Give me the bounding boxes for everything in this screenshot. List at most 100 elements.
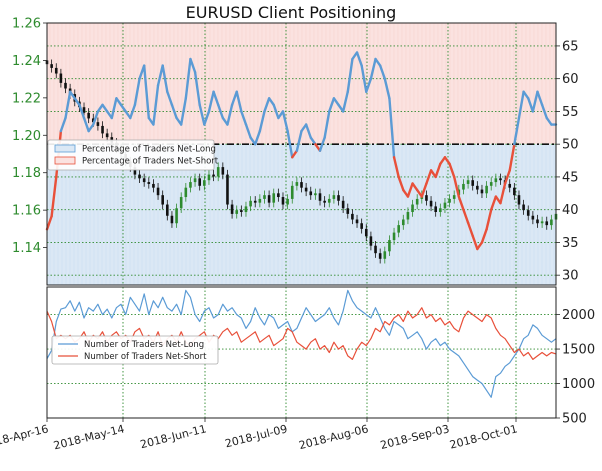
percent-net-long-segment: [142, 64, 151, 120]
candle-body: [346, 208, 350, 214]
candle-body: [207, 174, 211, 181]
candle-body: [54, 67, 58, 74]
percent-net-long-segment: [480, 228, 488, 244]
percent-net-long-segment: [189, 57, 197, 74]
candle-body: [341, 200, 345, 209]
percent-tick-label: 45: [562, 170, 579, 185]
percent-net-long-segment: [50, 175, 58, 218]
percent-net-long-segment: [152, 84, 160, 126]
percent-net-long-segment: [522, 90, 530, 100]
percent-net-long-segment: [355, 51, 363, 67]
candle-body: [267, 195, 271, 203]
candle-body: [258, 198, 262, 203]
candle-body: [360, 223, 363, 229]
candle-body: [230, 204, 234, 214]
percent-net-long-segment: [360, 64, 368, 93]
percent-net-long-segment: [485, 208, 493, 231]
percent-tick-label: 60: [562, 72, 579, 87]
legend-box: [47, 139, 215, 171]
percent-net-long-segment: [513, 116, 521, 146]
percent-net-long-segment: [388, 97, 396, 159]
candle-body: [300, 182, 303, 188]
percent-net-long-segment: [82, 116, 90, 133]
percent-net-long-segment: [323, 110, 331, 139]
date-axis-ticks: 2018-Apr-16 2018-May-14 2018-Jun-11 2018-Ju…: [0, 418, 519, 452]
candle-body: [480, 189, 484, 194]
percent-net-long-segment: [96, 103, 104, 113]
candle-body: [392, 232, 396, 241]
candle-body: [105, 133, 109, 138]
percent-net-long-segment: [383, 77, 391, 100]
candle-body: [286, 198, 289, 205]
date-tick-label: 2018-Sep-03: [379, 422, 451, 452]
candle-body: [314, 193, 317, 196]
percent-net-long-segment: [78, 103, 86, 120]
percent-net-long-segment: [281, 110, 289, 133]
percent-net-long-segment: [184, 57, 192, 100]
legend-label-net-long: Percentage of Traders Net-Long: [82, 145, 216, 155]
candle-body: [522, 204, 525, 211]
percent-net-long-segment: [115, 97, 123, 107]
count-tick-label: 1500: [562, 343, 595, 358]
percent-tick-label: 50: [562, 138, 579, 153]
percent-net-long-segment: [328, 97, 336, 113]
percent-net-long-segment: [161, 64, 169, 93]
percent-net-long-segment: [341, 90, 349, 113]
percent-net-long-segment: [217, 103, 225, 120]
candle-body: [499, 178, 502, 181]
candle-body: [369, 236, 373, 246]
candle-body: [216, 167, 220, 177]
candle-body: [374, 245, 377, 254]
candle-body: [364, 228, 368, 237]
candle-body: [309, 191, 313, 196]
percent-net-long-segment: [258, 110, 266, 133]
candle-body: [443, 202, 447, 209]
percent-net-long-segment: [476, 241, 484, 251]
percent-net-long-segment: [68, 90, 76, 100]
candle-body: [323, 200, 326, 203]
candle-body: [212, 174, 215, 177]
candle-body: [240, 210, 243, 213]
candle-body: [203, 180, 206, 186]
candle-body: [244, 206, 248, 213]
bottom-grid: [47, 287, 556, 419]
percent-net-long-segment: [318, 136, 326, 152]
legend-label-net-short-count: Number of Traders Net-Short: [84, 352, 207, 362]
candle-body: [429, 200, 433, 207]
percent-tick-label: 30: [562, 269, 579, 284]
candle-body: [513, 187, 516, 196]
price-tick-label: 1.16: [12, 204, 41, 219]
percent-net-long-segment: [295, 129, 303, 152]
candle-body: [184, 187, 188, 198]
percent-net-long-segment: [369, 57, 377, 80]
candle-body: [272, 193, 276, 203]
percent-net-long-segment: [462, 208, 470, 224]
percent-net-long-segment: [267, 97, 275, 107]
count-tick-label: 1000: [562, 377, 595, 392]
candle-body: [355, 219, 359, 224]
candle-body: [277, 193, 280, 198]
candle-body: [161, 195, 164, 205]
candle-body: [147, 182, 151, 184]
percent-net-long-segment: [212, 90, 220, 107]
percent-net-long-segment: [453, 175, 461, 198]
percent-net-long-segment: [457, 195, 465, 211]
percent-net-long-segment: [466, 221, 474, 238]
percent-net-long-segment: [133, 77, 141, 107]
price-tick-label: 1.14: [12, 241, 41, 256]
percent-net-long-segment: [540, 103, 548, 120]
positioning-legend: Percentage of Traders Net-Long Percentag…: [47, 139, 219, 171]
percent-net-long-segment: [170, 103, 178, 120]
candle-body: [193, 178, 197, 183]
candle-body: [295, 182, 299, 186]
percent-net-long-segment: [536, 90, 544, 107]
candle-body: [235, 210, 239, 214]
candle-body: [388, 240, 391, 252]
candle-body: [64, 82, 67, 89]
percent-net-long-segment: [439, 156, 447, 166]
candle-body: [318, 193, 322, 201]
legend-label-net-long-count: Number of Traders Net-Long: [84, 340, 204, 350]
candle-body: [249, 200, 252, 207]
candle-body: [175, 208, 178, 224]
